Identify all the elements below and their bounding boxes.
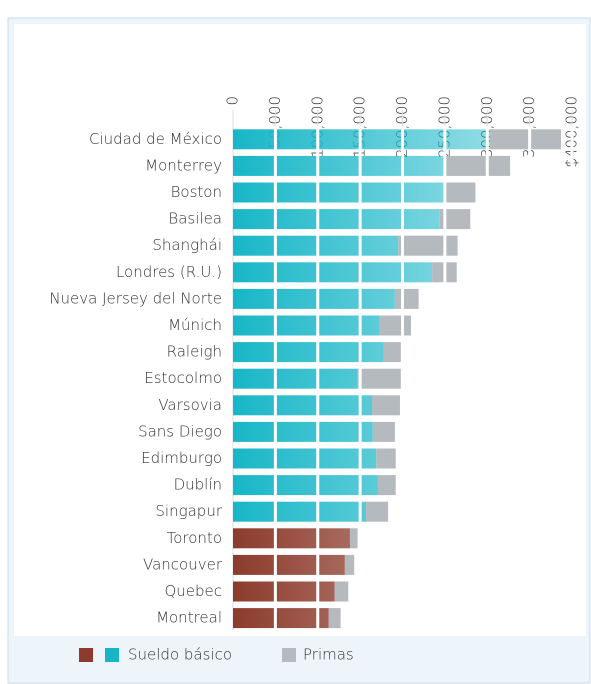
category-label: Monterrey [145,156,222,174]
bar-segment [398,235,458,256]
bar-segment [233,421,373,442]
category-label: Nueva Jersey del Norte [49,289,222,307]
bar-segment [233,554,345,575]
bar-segment [394,288,419,309]
category-label: Varsovia [158,396,222,414]
category-label: Sans Diego [138,422,222,440]
category-label: Múnich [168,316,222,334]
bar-segment [233,209,440,230]
legend-swatch [282,648,296,662]
category-label: Shanghái [152,236,222,254]
bar-segment [233,262,433,283]
bar-segment [379,315,411,336]
bar-segment [233,235,399,256]
bar-segment [233,395,372,416]
bar-segment [233,581,335,602]
bar-segment [334,581,349,602]
bar-segment [371,395,400,416]
category-label: Boston [171,183,222,201]
bar-segment [344,554,355,575]
category-label: Londres (R.U.) [116,263,222,281]
bar-segment [383,342,401,363]
bar-segment [349,528,358,549]
category-label: Raleigh [167,343,222,361]
bar-segment [233,155,445,176]
category-label: Quebec [164,582,222,600]
legend-swatch [79,648,93,662]
bar-segment [328,608,341,629]
legend-label: Primas [303,646,354,664]
bar-segment [357,368,401,389]
bar-segment [233,342,384,363]
bar-segment [376,448,396,469]
bar-segment [233,315,380,336]
category-label: Vancouver [143,555,223,573]
bar-segment [233,182,445,203]
bar-segment [233,608,329,629]
category-label: Singapur [155,502,222,520]
x-tick-label: 0 [224,96,242,106]
bar-segment [233,368,358,389]
bar-segment [366,501,389,522]
bar-segment [489,129,561,150]
bar-segment [439,209,471,230]
legend-label: Sueldo básico [128,646,232,664]
bar-segment [444,155,511,176]
category-label: Ciudad de México [89,130,222,148]
category-label: Edimburgo [141,449,222,467]
bar-segment [233,475,378,496]
bar-segment [377,475,396,496]
legend-swatch [105,648,119,662]
category-label: Montreal [156,609,222,627]
bar-segment [233,288,395,309]
category-label: Basilea [168,210,222,228]
bar-segment [444,182,476,203]
bar-segment [372,421,395,442]
bar-segment [233,448,377,469]
category-label: Toronto [167,529,222,547]
bar-segment [233,501,367,522]
category-label: Estocolmo [144,369,222,387]
category-label: Dublín [174,476,222,494]
bar-segment [233,528,350,549]
